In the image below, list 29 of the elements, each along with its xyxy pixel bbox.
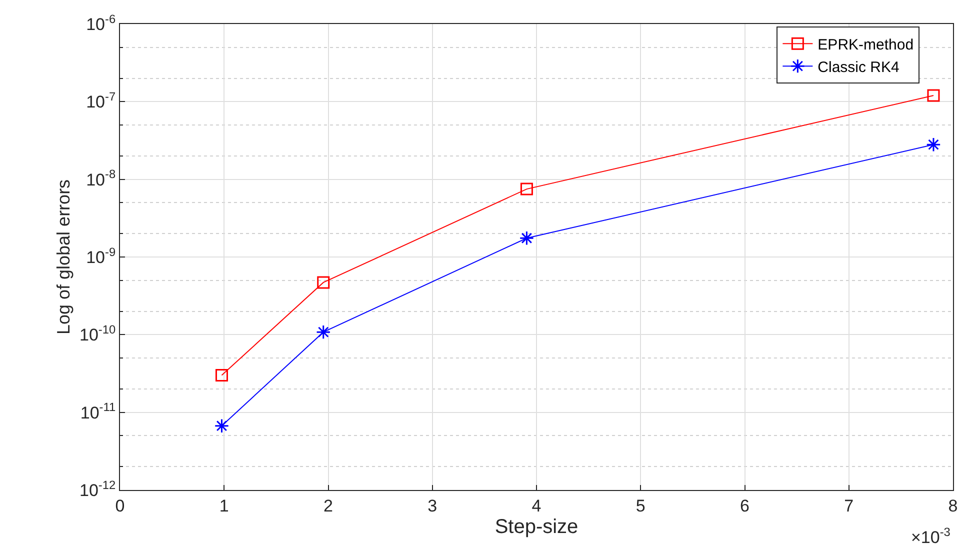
y-tick-label: 10$^{-8}$ — [86, 167, 116, 190]
x-tick-label: 8 — [948, 496, 958, 516]
point — [927, 89, 940, 102]
x-tick-label: 6 — [740, 496, 750, 516]
x-tick-label: 2 — [324, 496, 333, 516]
x-axis-title: Step-size — [494, 516, 578, 538]
y-axis-title: Log of global errors — [54, 179, 74, 335]
point — [317, 276, 330, 289]
point — [316, 324, 331, 340]
x-tick-label: 3 — [428, 496, 438, 516]
x-tick-label: 5 — [636, 496, 646, 516]
point — [926, 137, 941, 152]
y-tick-label: 10$^{-12}$ — [79, 478, 116, 500]
legend-label: Classic RK4 — [818, 58, 900, 76]
legend-label: EPRK-method — [818, 36, 914, 54]
point — [520, 182, 533, 196]
x-tick-label: 1 — [219, 496, 229, 516]
y-tick-label: 10$^{-10}$ — [79, 322, 116, 345]
y-tick-label: 10$^{-11}$ — [80, 400, 116, 422]
x-tick-label: 0 — [115, 496, 125, 516]
y-tick-label: 10$^{-7}$ — [86, 89, 116, 112]
point — [214, 418, 230, 434]
point — [519, 230, 534, 246]
y-tick-label: 10$^{-9}$ — [86, 244, 116, 267]
text: ×10$^{-3}$ — [911, 525, 951, 548]
x-tick-label: 7 — [844, 496, 854, 516]
y-tick-label: 10$^{-6}$ — [86, 12, 116, 34]
x-tick-label: 4 — [532, 496, 542, 516]
point — [215, 369, 228, 382]
